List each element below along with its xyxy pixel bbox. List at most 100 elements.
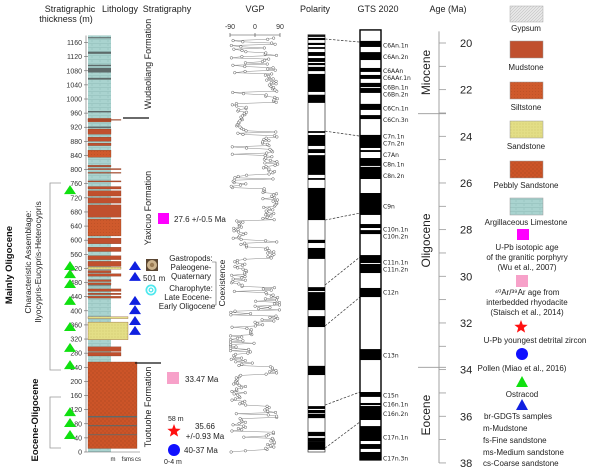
chron-label: C17n.1n	[383, 434, 408, 441]
gts-normal-chron	[360, 263, 381, 274]
correlation-tie-line	[324, 38, 361, 43]
vgp-point	[234, 345, 238, 349]
gts-normal-chron	[360, 150, 381, 152]
vgp-point	[262, 187, 266, 191]
vgp-point	[266, 255, 270, 259]
chron-label: C15n	[383, 392, 399, 399]
legend-brgdgt: br-GDGTs samples	[484, 412, 552, 421]
vgp-point	[275, 298, 279, 302]
thickness-tick-label: 640	[70, 224, 82, 231]
vgp-point	[243, 257, 247, 261]
chron-label: C9n	[383, 203, 395, 210]
vgp-point	[230, 325, 234, 329]
vgp-point	[262, 205, 266, 209]
lithology-layer-mudstone	[87, 237, 122, 244]
vgp-point	[267, 172, 271, 176]
polarity-normal-band	[308, 316, 325, 328]
legend-arar-line3: (Staisch et al., 2014)	[490, 308, 564, 317]
grain-size-label: m	[111, 457, 116, 463]
charophyte-line3: Early Oligocene	[159, 302, 216, 311]
gts-normal-chron	[360, 134, 381, 148]
thickness-tick-label: 920	[70, 125, 82, 132]
thickness-tick-label: 1000	[66, 97, 82, 104]
vgp-point	[272, 440, 276, 444]
lithology-layer-mudstone	[87, 180, 122, 183]
gts-normal-chron	[360, 166, 381, 180]
chron-label: C6Cn.1n	[383, 105, 409, 112]
vgp-point	[229, 357, 233, 361]
thickness-tick-label: 600	[70, 238, 82, 245]
vgp-point	[254, 299, 258, 303]
vgp-point	[274, 53, 278, 57]
vgp-point	[240, 335, 244, 339]
age-tick-label: 28	[460, 225, 472, 237]
vgp-point	[276, 296, 280, 300]
vgp-point	[233, 260, 237, 264]
legend-sandstone-swatch	[509, 120, 544, 139]
lithology-layer-mudstone	[87, 282, 112, 285]
brgdgt-triangle-icon	[129, 316, 141, 326]
vgp-point	[236, 174, 240, 178]
chron-label: C12n	[383, 290, 399, 297]
gts-normal-chron	[360, 40, 381, 47]
vgp-point	[230, 103, 234, 107]
charophyte-line2: Late Eocene-	[164, 293, 212, 302]
legend-arar-line2: interbedded rhyodacite	[486, 298, 568, 307]
gts-normal-chron	[360, 349, 381, 361]
lithology-layer-dark	[88, 64, 111, 67]
vgp-point	[233, 309, 237, 313]
vgp-point	[270, 41, 274, 45]
vgp-point	[263, 58, 267, 62]
vgp-point	[270, 72, 274, 76]
vgp-point	[229, 313, 233, 317]
vgp-point	[274, 192, 278, 196]
chron-label: C8n.2n	[383, 173, 405, 180]
gts-normal-chron	[360, 52, 381, 61]
gastropods-line2: Paleogene-	[171, 263, 212, 272]
vgp-point	[265, 246, 269, 250]
vgp-point	[272, 445, 276, 449]
vgp-point	[243, 275, 247, 279]
lithology-layer-dark	[88, 37, 111, 39]
vgp-point	[273, 42, 277, 46]
vgp-point	[272, 252, 276, 256]
polarity-normal-band	[308, 35, 325, 37]
vgp-point	[234, 352, 238, 356]
vgp-point	[265, 404, 269, 408]
vgp-point	[230, 389, 234, 393]
legend-blue-triangle-icon	[516, 399, 528, 410]
vgp-point	[255, 322, 259, 326]
thickness-tick-label: 880	[70, 139, 82, 146]
vgp-point	[236, 336, 240, 340]
polarity-normal-band	[308, 135, 325, 146]
vgp-point	[274, 130, 278, 134]
polarity-normal-band	[308, 441, 325, 450]
vgp-point	[232, 392, 236, 396]
age-tick-label: 20	[460, 38, 472, 50]
vgp-point	[261, 323, 265, 327]
vgp-point	[271, 177, 275, 181]
thickness-tick-label: 320	[70, 337, 82, 344]
gastropods-line1: Gastropods:	[169, 254, 213, 263]
lithology-layer-mudstone	[87, 165, 112, 167]
legend-upb-square-icon	[517, 229, 529, 240]
vgp-point	[243, 241, 247, 245]
header-vgp: VGP	[245, 4, 264, 14]
vgp-point	[241, 220, 245, 224]
vgp-point	[244, 110, 248, 114]
gts-normal-chron	[360, 444, 381, 449]
brgdgt-triangle-icon	[129, 295, 141, 305]
thickness-tick-label: 80	[74, 421, 82, 428]
vgp-point	[230, 145, 234, 149]
vgp-point	[264, 209, 268, 213]
thickness-tick-label: 40	[74, 435, 82, 442]
lithology-layer-mudstone	[87, 190, 122, 197]
pollen-depth: 0-4 m	[164, 459, 182, 466]
vgp-point	[229, 184, 233, 188]
thickness-tick-label: 520	[70, 266, 82, 273]
upb-age-value: 27.6 +/-0.5 Ma	[174, 215, 226, 224]
assemblage-label-line2: Ilyocypris-Eucypris-Heterocypris	[33, 201, 43, 322]
vgp-point	[267, 207, 271, 211]
age-tick-label: 38	[460, 458, 472, 470]
